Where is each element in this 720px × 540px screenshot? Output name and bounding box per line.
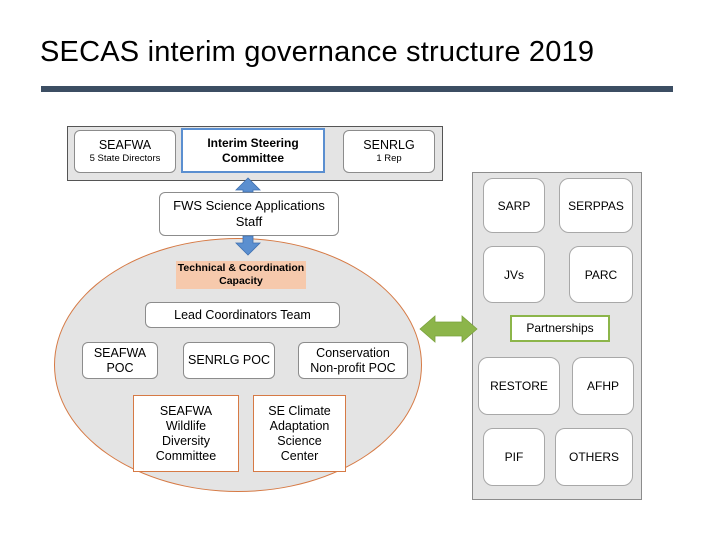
climate-line4: Center: [280, 448, 319, 463]
seafwa-box: SEAFWA 5 State Directors: [74, 130, 176, 173]
senrlg-title: SENRLG: [363, 138, 415, 153]
se-climate-adaptation-science-center-box: SE Climate Adaptation Science Center: [253, 395, 346, 472]
partner-others: OTHERS: [555, 428, 633, 486]
senrlg-poc-box: SENRLG POC: [183, 342, 275, 379]
steering-line2: Committee: [221, 150, 284, 165]
wildlife-line4: Committee: [155, 448, 217, 463]
partner-sarp: SARP: [483, 178, 545, 233]
partner-serppas: SERPPAS: [559, 178, 633, 233]
seafwa-subtitle: 5 State Directors: [89, 153, 161, 165]
partner-afhp: AFHP: [572, 357, 634, 415]
climate-line2: Adaptation: [269, 418, 330, 433]
technical-line2: Capacity: [219, 275, 263, 287]
partner-parc: PARC: [569, 246, 633, 303]
wildlife-line3: Diversity: [162, 433, 210, 448]
fws-line2: Staff: [235, 214, 263, 229]
seafwa-poc-line1: SEAFWA: [93, 345, 147, 360]
green-double-arrow-icon: [419, 315, 478, 343]
partnerships-label: Partnerships: [510, 315, 610, 342]
seafwa-poc-box: SEAFWA POC: [82, 342, 158, 379]
seafwa-poc-line2: POC: [106, 360, 134, 375]
partner-jvs: JVs: [483, 246, 545, 303]
climate-line3: Science: [277, 433, 322, 448]
seafwa-wildlife-diversity-committee-box: SEAFWA Wildlife Diversity Committee: [133, 395, 239, 472]
lead-coordinators-team-box: Lead Coordinators Team: [145, 302, 340, 328]
technical-line1: Technical & Coordination: [177, 262, 305, 275]
partner-restore: RESTORE: [478, 357, 560, 415]
conservation-nonprofit-poc-box: Conservation Non-profit POC: [298, 342, 408, 379]
fws-science-applications-box: FWS Science Applications Staff: [159, 192, 339, 236]
conservation-line2: Non-profit POC: [310, 360, 396, 375]
wildlife-line2: Wildlife: [165, 418, 207, 433]
senrlg-subtitle: 1 Rep: [376, 153, 402, 165]
conservation-line1: Conservation: [316, 345, 390, 360]
interim-steering-committee-box: Interim Steering Committee: [181, 128, 325, 173]
fws-line1: FWS Science Applications: [173, 198, 325, 214]
seafwa-title: SEAFWA: [98, 138, 152, 153]
title-underline-bar: [41, 86, 673, 92]
wildlife-line1: SEAFWA: [159, 403, 213, 418]
slide-title: SECAS interim governance structure 2019: [40, 36, 595, 68]
climate-line1: SE Climate: [268, 403, 331, 418]
steering-line1: Interim Steering: [207, 136, 299, 151]
senrlg-box: SENRLG 1 Rep: [343, 130, 435, 173]
partner-pif: PIF: [483, 428, 545, 486]
technical-coordination-label: Technical & Coordination Capacity: [176, 261, 306, 289]
